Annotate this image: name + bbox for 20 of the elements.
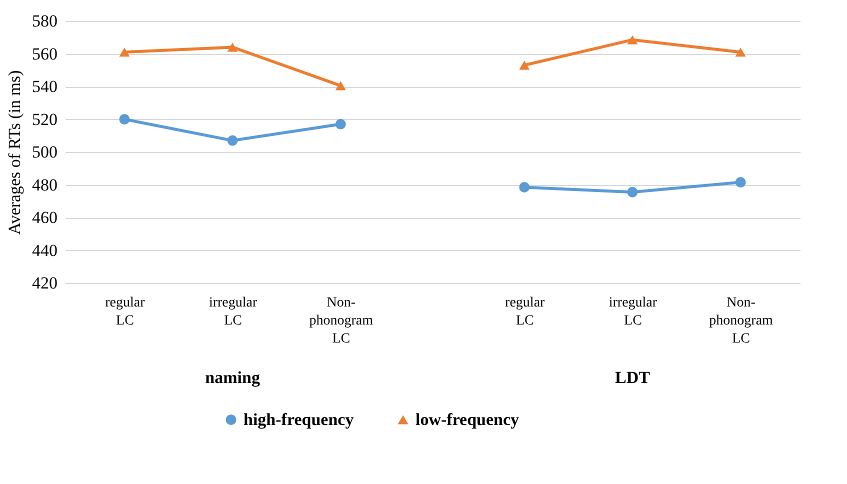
- x-tick-label: irregular LC: [208, 296, 258, 328]
- text: LDT: [614, 368, 651, 387]
- legend-label: low-frequency: [416, 410, 520, 429]
- text: naming: [205, 368, 260, 387]
- y-tick-label: 460: [32, 208, 58, 227]
- x-tick-label: irregular LC: [608, 296, 658, 328]
- x-tick-label: regular LC: [505, 296, 546, 328]
- x-tick-label: Non-phonogram LC: [309, 296, 374, 346]
- x-tick-label: Non-phonogram LC: [709, 296, 774, 346]
- y-tick-label: 560: [32, 44, 58, 64]
- y-tick-label: 440: [32, 240, 58, 260]
- y-tick-label: 520: [32, 110, 58, 129]
- y-tick-label: 420: [32, 274, 58, 292]
- y-tick-label: 500: [32, 142, 58, 162]
- y-tick-label: 580: [32, 12, 58, 30]
- legend-label: high-frequency: [244, 410, 354, 429]
- y-tick-label: 480: [32, 175, 58, 194]
- y-tick-label: 540: [32, 77, 58, 96]
- y-axis-title: Averages of RTs (in ms): [5, 70, 24, 235]
- x-tick-label: regular LC: [105, 296, 146, 328]
